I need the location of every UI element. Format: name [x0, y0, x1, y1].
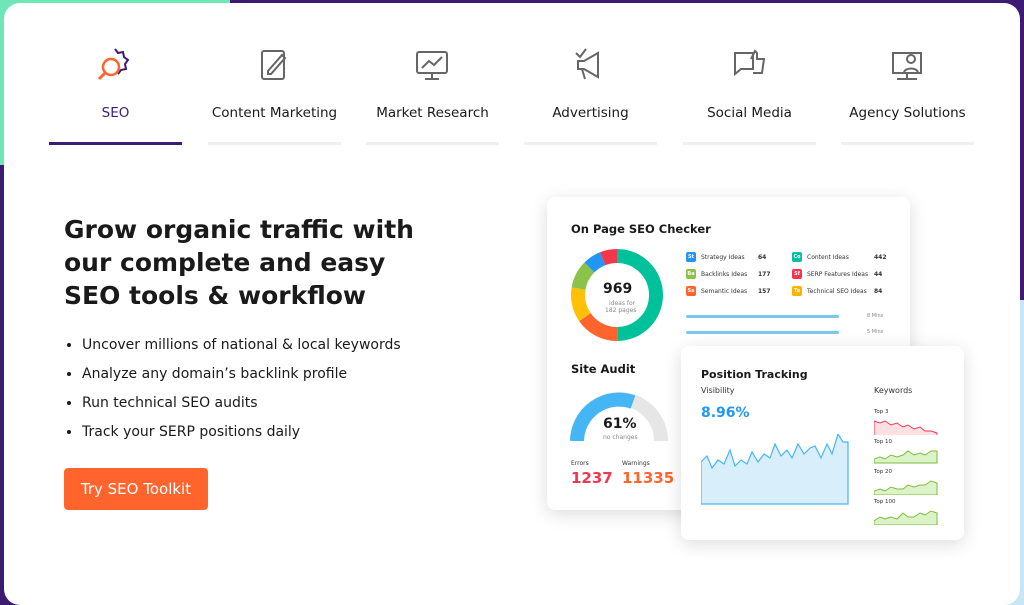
- bar-label: 5 Mins: [867, 329, 884, 335]
- sparkline-path: [874, 510, 938, 525]
- card-title: Site Audit: [571, 362, 636, 376]
- tab[interactable]: Advertising: [524, 43, 657, 147]
- tab-icon: [892, 52, 922, 80]
- card-title: On Page SEO Checker: [571, 222, 711, 236]
- tab[interactable]: Social Media: [683, 43, 816, 147]
- stat-label: Warnings: [622, 460, 650, 467]
- tab-label: Agency Solutions: [849, 105, 966, 121]
- keyword-label: Top 10: [874, 439, 893, 445]
- total: 969: [603, 281, 633, 297]
- legend-label: SERP Features Ideas: [807, 271, 869, 278]
- stat-label: Errors: [571, 460, 589, 467]
- visibility-chart: [701, 434, 849, 505]
- tab-underline: [683, 142, 816, 145]
- legend-label: Semantic Ideas: [701, 288, 748, 295]
- stat: 1237: [571, 469, 613, 487]
- main-card: SEO Content Marketing Market Research Ad…: [4, 3, 1020, 605]
- label: Visibility: [701, 386, 735, 395]
- bar-label: 8 Mins: [867, 313, 884, 319]
- sparkline: [874, 480, 938, 495]
- bar: [686, 331, 839, 334]
- donut: [571, 249, 663, 341]
- feature: Track your SERP positions daily: [82, 420, 401, 449]
- sparkline-path: [874, 450, 938, 464]
- legend-badge: Ba: [686, 269, 696, 279]
- sparkline-path: [874, 420, 938, 435]
- tab[interactable]: SEO: [49, 43, 182, 147]
- tab-icon: [261, 50, 287, 80]
- tab[interactable]: Content Marketing: [208, 43, 341, 147]
- keyword-label: Top 20: [874, 469, 893, 475]
- feature-list: Uncover millions of national & local key…: [64, 333, 401, 449]
- position-card: Position Tracking Visibility 8.96% Keywo…: [681, 346, 964, 540]
- card-title: Position Tracking: [701, 368, 808, 381]
- tab-icon: [97, 48, 130, 81]
- feature: Run technical SEO audits: [82, 391, 401, 420]
- legend-value: 157: [758, 288, 771, 295]
- tab-label: Social Media: [707, 105, 792, 121]
- tab-underline: [208, 142, 341, 145]
- sparkline-path: [874, 480, 938, 495]
- keyword-label: Top 3: [874, 409, 889, 415]
- visibility: 8.96%: [701, 405, 750, 421]
- caption: no changes: [603, 434, 638, 441]
- tab-underline: [841, 142, 974, 145]
- score: 61%: [603, 416, 637, 432]
- tab-icon: [575, 48, 599, 80]
- cta-button[interactable]: Try SEO Toolkit: [64, 468, 208, 510]
- stat: 11335: [622, 469, 675, 487]
- legend-label: Strategy Ideas: [701, 254, 745, 261]
- sparkline: [874, 510, 938, 525]
- tab-label: Content Marketing: [211, 105, 338, 121]
- tab-icon: [416, 51, 448, 80]
- feature: Analyze any domain’s backlink profile: [82, 362, 401, 391]
- legend-label: Technical SEO Ideas: [807, 288, 867, 295]
- bar: [686, 315, 839, 318]
- legend-value: 44: [874, 271, 883, 278]
- legend-badge: Se: [686, 286, 696, 296]
- caption: ideas for: [609, 300, 636, 307]
- legend-value: 442: [874, 254, 887, 261]
- hero-title: Grow organic traffic with our complete a…: [64, 215, 414, 310]
- legend-label: Content Ideas: [807, 254, 849, 261]
- label: Keywords: [874, 386, 913, 395]
- tab-label: Market Research: [376, 105, 489, 121]
- legend-badge: St: [686, 252, 696, 262]
- tab-underline: [49, 142, 182, 145]
- tab-label: Advertising: [552, 105, 629, 121]
- legend-badge: Sf: [792, 269, 802, 279]
- gauge: [570, 392, 668, 442]
- tab-label: SEO: [101, 105, 130, 121]
- legend-value: 177: [758, 271, 771, 278]
- legend-value: 84: [874, 288, 883, 295]
- feature: Uncover millions of national & local key…: [82, 333, 401, 362]
- sparkline: [874, 450, 938, 464]
- caption: 182 pages: [605, 307, 637, 314]
- keyword-label: Top 100: [874, 499, 896, 505]
- legend-badge: Te: [792, 286, 802, 296]
- tab[interactable]: Agency Solutions: [841, 43, 974, 147]
- legend-value: 64: [758, 254, 767, 261]
- legend-label: Backlinks Ideas: [701, 271, 748, 278]
- tab[interactable]: Market Research: [366, 43, 499, 147]
- tab-underline: [366, 142, 499, 145]
- sparkline: [874, 420, 938, 435]
- legend-badge: Co: [792, 252, 802, 262]
- tab-underline: [524, 142, 657, 145]
- tab-icon: [734, 49, 766, 77]
